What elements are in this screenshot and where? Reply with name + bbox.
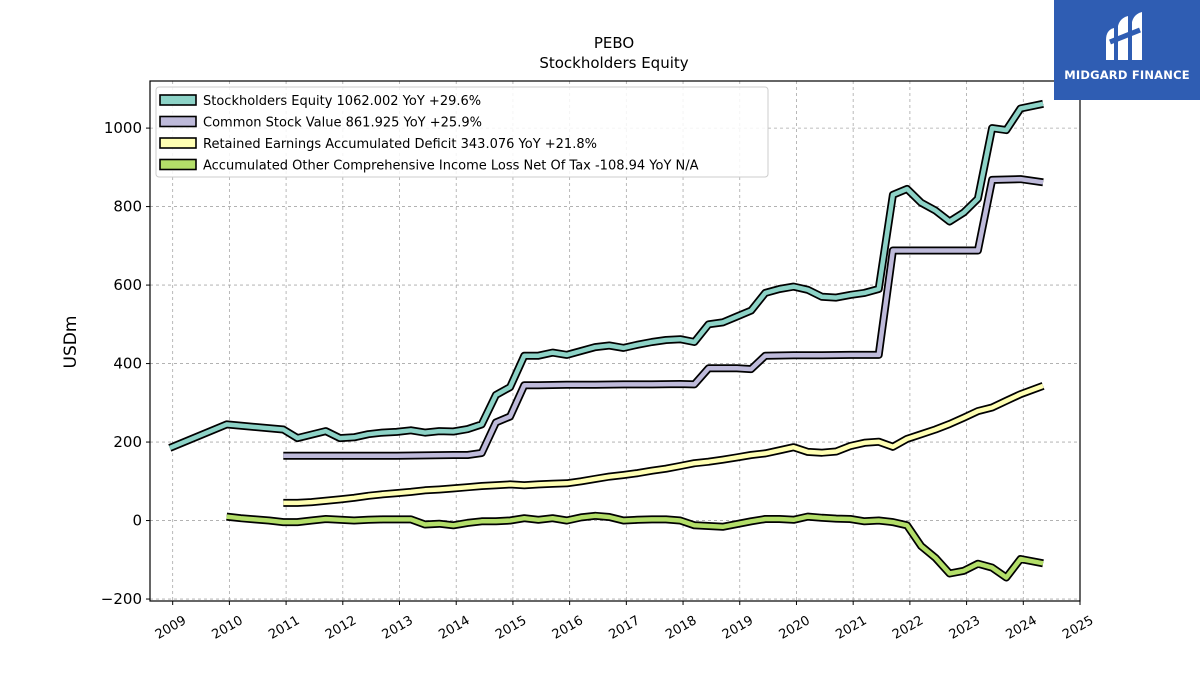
legend-swatch-3 xyxy=(159,137,197,149)
x-tick-label: 2023 xyxy=(947,613,983,643)
logo-mark-icon xyxy=(1106,12,1142,60)
x-tick-label: 2013 xyxy=(380,613,416,643)
x-tick-label: 2010 xyxy=(210,613,246,643)
x-tick-label: 2020 xyxy=(777,613,813,643)
x-tick-label: 2016 xyxy=(550,613,586,643)
y-tick-label: 1000 xyxy=(104,119,142,137)
x-tick-label: 2015 xyxy=(493,613,529,643)
chart-title: PEBO xyxy=(594,34,634,52)
plot-frame xyxy=(149,80,1081,602)
x-tick-label: 2025 xyxy=(1060,613,1096,643)
x-tick-label: 2012 xyxy=(323,613,359,643)
x-tick-label: 2021 xyxy=(833,613,869,643)
y-tick-label: 600 xyxy=(113,276,142,294)
series-line-2[interactable] xyxy=(283,176,1044,459)
series-lines xyxy=(168,99,1045,582)
chart-subtitle: Stockholders Equity xyxy=(539,54,688,72)
legend-swatch-1 xyxy=(159,94,197,106)
x-tick-label: 2017 xyxy=(607,613,643,643)
x-tick-label: 2024 xyxy=(1003,613,1039,643)
x-tick-label: 2009 xyxy=(153,613,189,643)
legend-item-2[interactable]: Common Stock Value 861.925 YoY +25.9% xyxy=(203,116,482,131)
y-tick-label: 200 xyxy=(113,433,142,451)
series-outline-3 xyxy=(283,382,1045,507)
legend-item-1[interactable]: Stockholders Equity 1062.002 YoY +29.6% xyxy=(203,94,481,109)
y-tick-label: 400 xyxy=(113,355,142,373)
x-tick-label: 2022 xyxy=(890,613,926,643)
legend[interactable]: Stockholders Equity 1062.002 YoY +29.6% C… xyxy=(155,86,769,178)
y-tick-label: 0 xyxy=(132,512,142,530)
x-tick-label: 2018 xyxy=(663,613,699,643)
y-axis-label: USDm xyxy=(61,316,81,369)
series-outline-2 xyxy=(283,175,1044,460)
x-tick-label: 2011 xyxy=(266,613,302,643)
legend-item-4[interactable]: Accumulated Other Comprehensive Income L… xyxy=(203,159,699,174)
y-tick-label: −200 xyxy=(101,590,142,608)
legend-swatch-2 xyxy=(159,115,197,128)
series-line-3[interactable] xyxy=(283,383,1044,506)
series-line-4[interactable] xyxy=(226,513,1044,580)
legend-box xyxy=(155,86,769,178)
logo-text: MIDGARD FINANCE xyxy=(1064,68,1190,82)
legend-swatch-4 xyxy=(159,158,197,171)
x-tick-label: 2019 xyxy=(720,613,756,643)
series-line-1[interactable] xyxy=(168,101,1044,450)
brand-logo: MIDGARD FINANCE xyxy=(1054,0,1200,100)
y-tick-label: 800 xyxy=(113,198,142,216)
legend-item-3[interactable]: Retained Earnings Accumulated Deficit 34… xyxy=(203,137,597,152)
x-tick-label: 2014 xyxy=(436,613,472,643)
